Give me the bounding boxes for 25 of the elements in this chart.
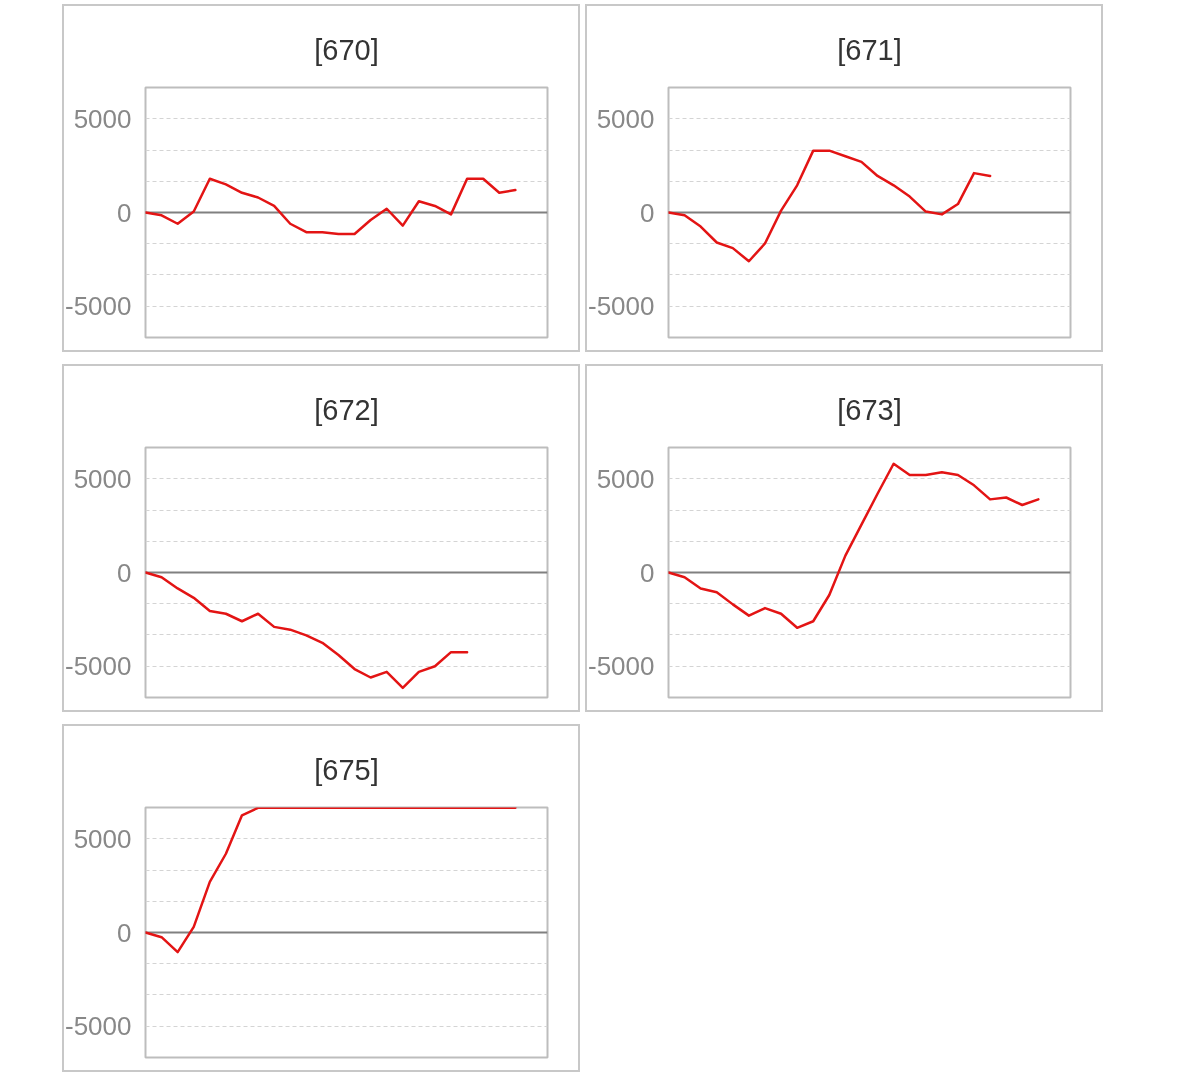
y-tick-label: 5000 [73, 823, 132, 854]
y-tick-label: 5000 [73, 463, 132, 494]
y-tick-label: -5000 [65, 1011, 132, 1042]
y-tick-label: 0 [117, 197, 132, 228]
chart-title: [670] [314, 33, 379, 66]
chart-title: [671] [837, 33, 902, 66]
y-tick-label: 5000 [596, 103, 655, 134]
chart-title: [672] [314, 393, 379, 426]
y-tick-label: 5000 [596, 463, 655, 494]
y-tick-label: 0 [640, 197, 655, 228]
line-series [145, 807, 517, 954]
chart-title: [675] [314, 753, 379, 786]
y-tick-label: -5000 [65, 651, 132, 682]
line-series [668, 149, 992, 263]
y-tick-label: 0 [117, 917, 132, 948]
line-series [145, 177, 517, 236]
y-tick-label: 0 [117, 557, 132, 588]
chart-title: [673] [837, 393, 902, 426]
y-tick-label: -5000 [588, 651, 655, 682]
y-tick-label: 0 [640, 557, 655, 588]
line-series [668, 462, 1040, 630]
y-tick-label: -5000 [588, 291, 655, 322]
y-tick-label: -5000 [65, 291, 132, 322]
y-tick-label: 5000 [73, 103, 132, 134]
line-series [145, 571, 469, 690]
